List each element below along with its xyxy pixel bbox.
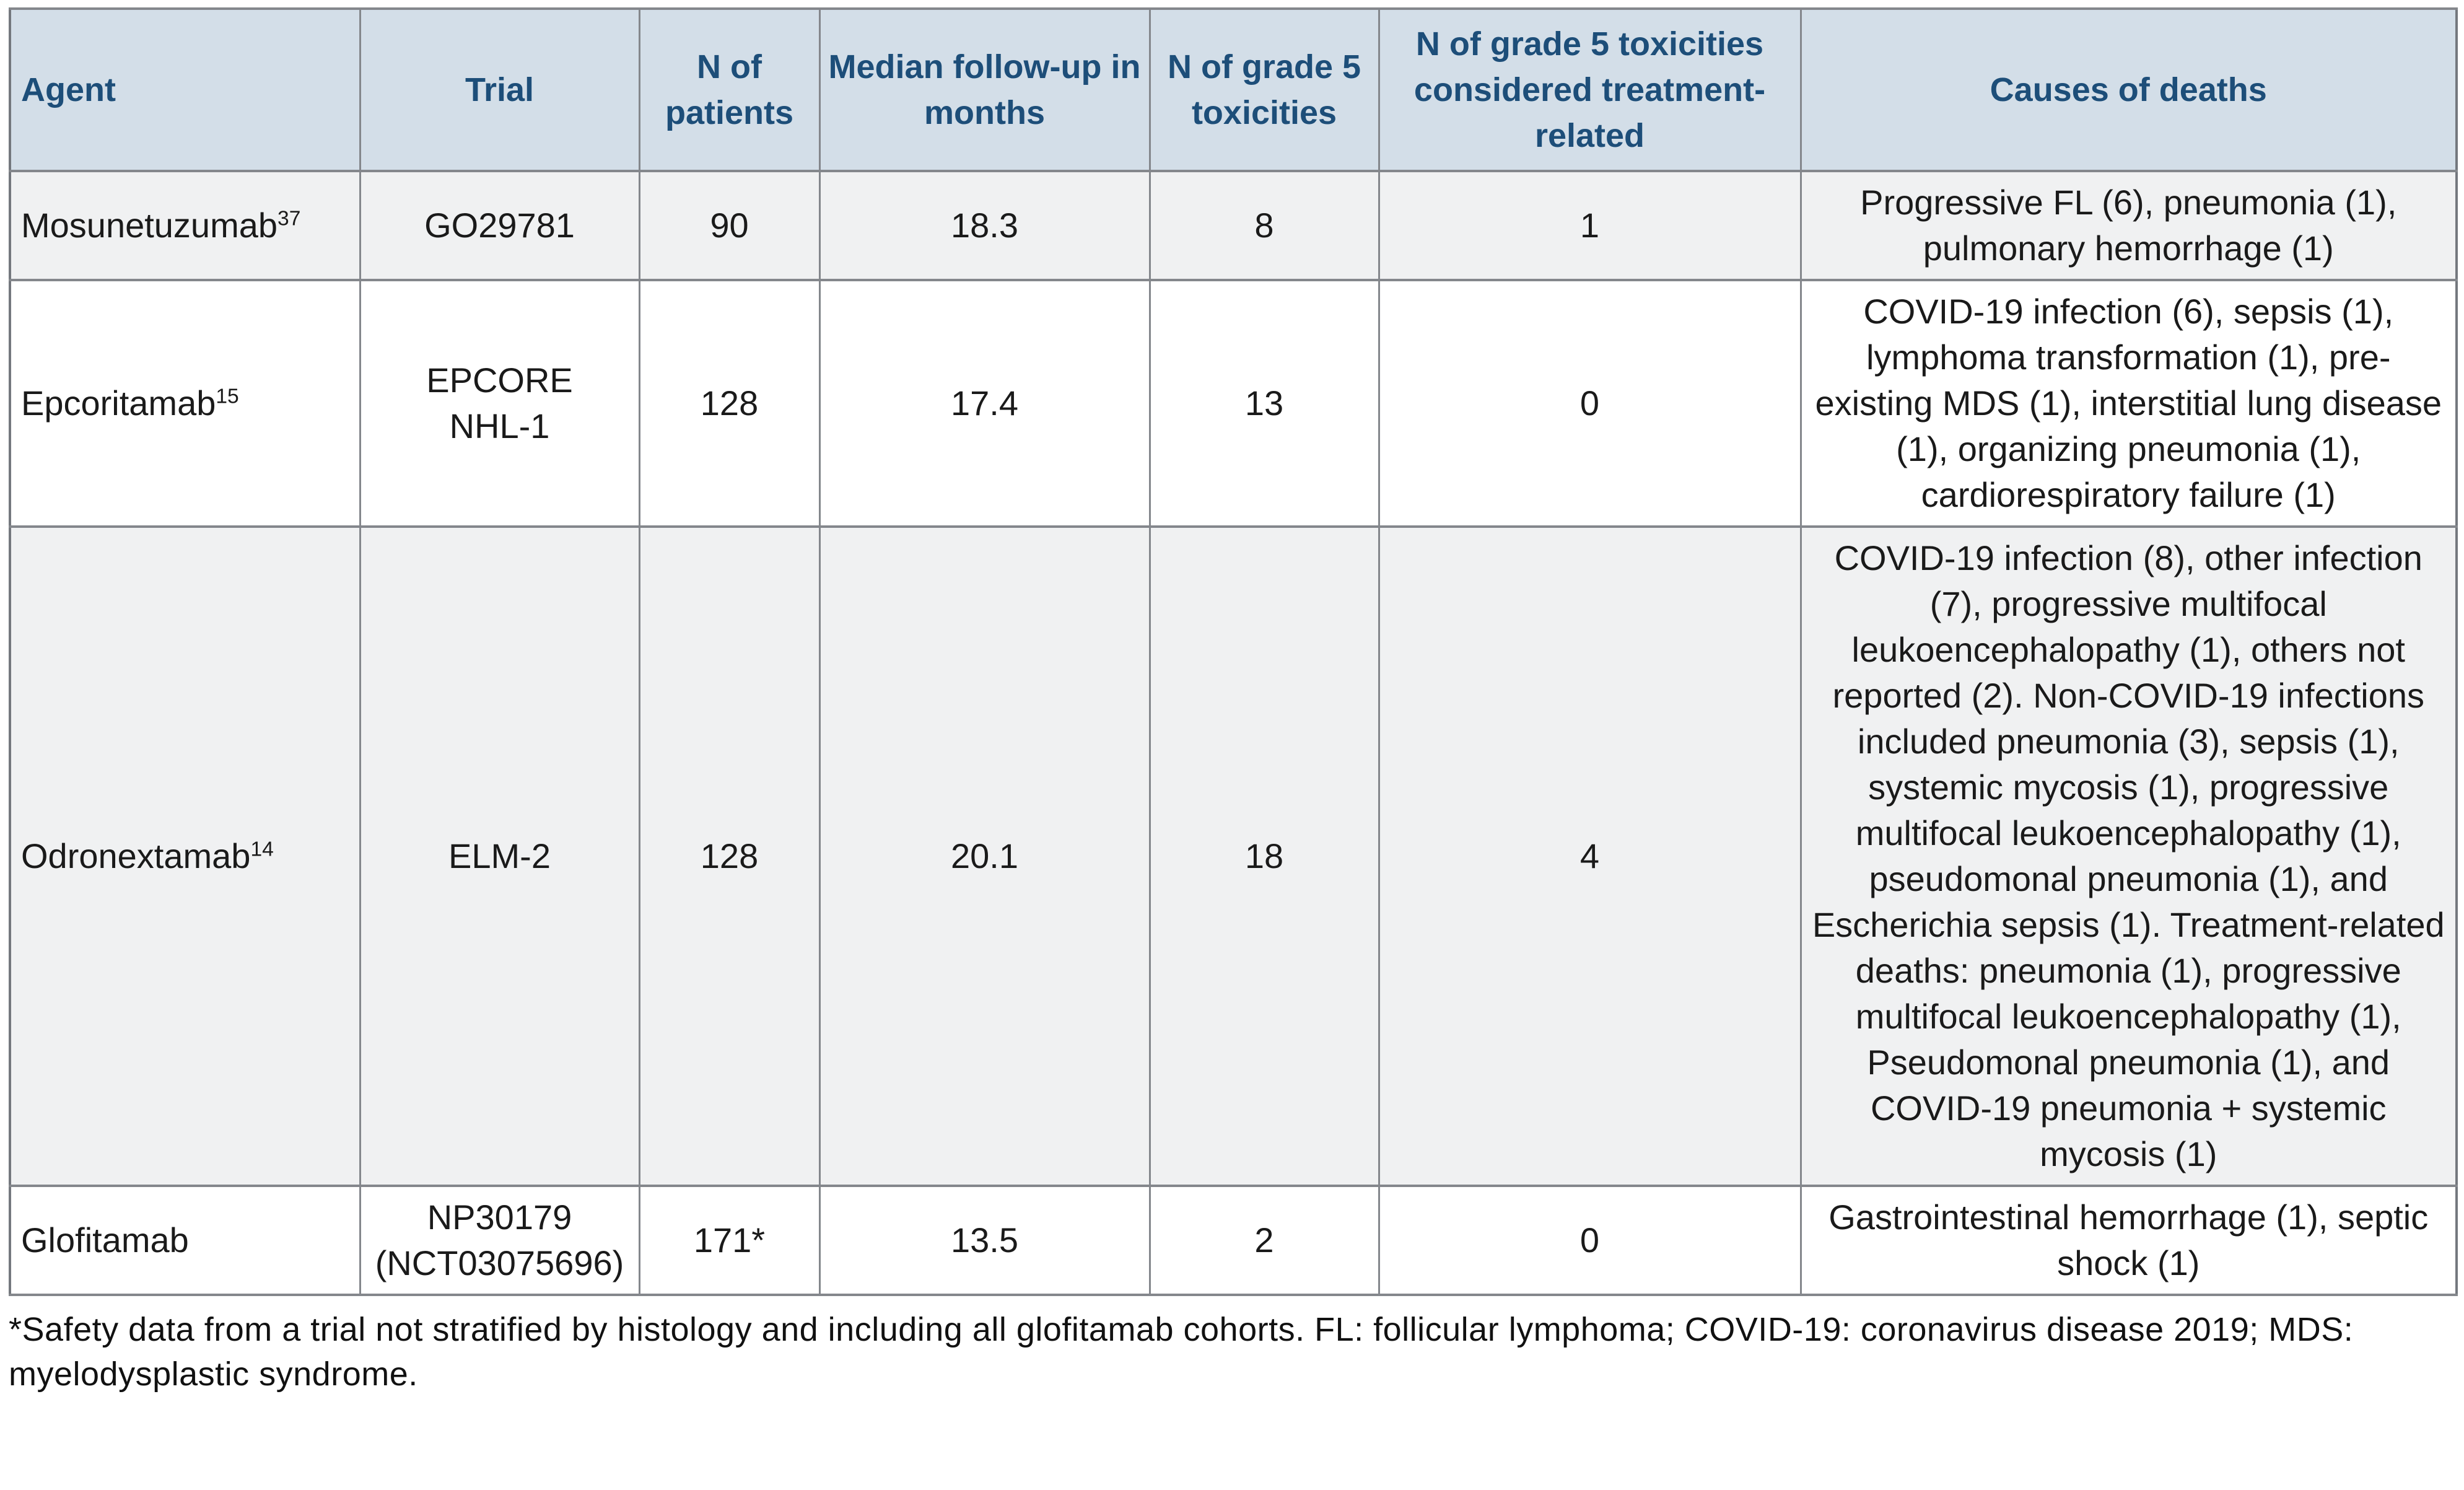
n-patients-cell: 90 xyxy=(638,170,821,281)
header-n-patients: N of patients xyxy=(638,7,821,172)
table-row-glofitamab: Glofitamab NP30179 (NCT03075696) 171* 13… xyxy=(9,1185,2458,1296)
reference-superscript: 15 xyxy=(216,385,239,408)
trial-cell: GO29781 xyxy=(359,170,640,281)
median-followup-cell: 13.5 xyxy=(818,1185,1151,1296)
page: Agent Trial N of patients Median follow-… xyxy=(9,7,2458,1393)
n-patients-cell: 128 xyxy=(638,279,821,528)
agent-name: Odronextamab xyxy=(21,836,251,875)
agent-cell: Glofitamab xyxy=(9,1185,361,1296)
n-patients-cell: 128 xyxy=(638,525,821,1187)
n-grade5-treatment-related-cell: 0 xyxy=(1378,279,1802,528)
trial-cell: EPCORE NHL-1 xyxy=(359,279,640,528)
n-grade5-treatment-related-cell: 1 xyxy=(1378,170,1802,281)
agent-cell: Epcoritamab15 xyxy=(9,279,361,528)
header-causes-of-deaths: Causes of deaths xyxy=(1799,7,2458,172)
table-row-epcoritamab: Epcoritamab15 EPCORE NHL-1 128 17.4 13 0… xyxy=(9,279,2458,528)
n-grade5-cell: 2 xyxy=(1148,1185,1380,1296)
reference-superscript: 37 xyxy=(277,207,301,230)
causes-of-deaths-cell: COVID-19 infection (6), sepsis (1), lymp… xyxy=(1799,279,2458,528)
n-grade5-cell: 13 xyxy=(1148,279,1380,528)
n-grade5-treatment-related-cell: 0 xyxy=(1378,1185,1802,1296)
agent-name: Epcoritamab xyxy=(21,383,216,423)
agent-name: Mosunetuzumab xyxy=(21,206,278,245)
header-agent: Agent xyxy=(9,7,361,172)
agent-name: Glofitamab xyxy=(21,1220,189,1260)
agent-cell: Mosunetuzumab37 xyxy=(9,170,361,281)
n-patients-cell: 171* xyxy=(638,1185,821,1296)
grade5-toxicity-table: Agent Trial N of patients Median follow-… xyxy=(9,7,2458,1296)
median-followup-cell: 17.4 xyxy=(818,279,1151,528)
median-followup-cell: 20.1 xyxy=(818,525,1151,1187)
n-grade5-cell: 18 xyxy=(1148,525,1380,1187)
n-grade5-treatment-related-cell: 4 xyxy=(1378,525,1802,1187)
trial-cell: ELM-2 xyxy=(359,525,640,1187)
trial-cell: NP30179 (NCT03075696) xyxy=(359,1185,640,1296)
n-grade5-cell: 8 xyxy=(1148,170,1380,281)
header-n-grade5-treatment-related: N of grade 5 toxicities considered treat… xyxy=(1378,7,1802,172)
causes-of-deaths-cell: COVID-19 infection (8), other infection … xyxy=(1799,525,2458,1187)
causes-of-deaths-cell: Progressive FL (6), pneumonia (1), pulmo… xyxy=(1799,170,2458,281)
median-followup-cell: 18.3 xyxy=(818,170,1151,281)
header-n-grade5: N of grade 5 toxicities xyxy=(1148,7,1380,172)
reference-superscript: 14 xyxy=(250,838,274,861)
header-trial: Trial xyxy=(359,7,640,172)
table-footnote: *Safety data from a trial not stratified… xyxy=(9,1311,2354,1393)
table-row-mosunetuzumab: Mosunetuzumab37 GO29781 90 18.3 8 1 Prog… xyxy=(9,170,2458,281)
causes-of-deaths-cell: Gastrointestinal hemorrhage (1), septic … xyxy=(1799,1185,2458,1296)
table-header-row: Agent Trial N of patients Median follow-… xyxy=(9,7,2458,172)
table-row-odronextamab: Odronextamab14 ELM-2 128 20.1 18 4 COVID… xyxy=(9,525,2458,1187)
agent-cell: Odronextamab14 xyxy=(9,525,361,1187)
header-median-followup: Median follow-up in months xyxy=(818,7,1151,172)
